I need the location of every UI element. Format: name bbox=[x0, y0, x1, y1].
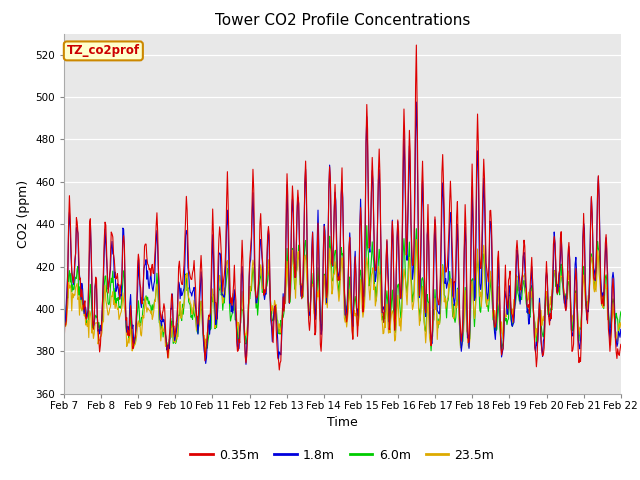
1.8m bbox=[214, 316, 221, 322]
1.8m bbox=[413, 99, 420, 105]
6.0m bbox=[164, 349, 172, 355]
0.35m bbox=[60, 344, 68, 349]
1.8m bbox=[70, 277, 78, 283]
Line: 1.8m: 1.8m bbox=[64, 102, 621, 364]
0.35m bbox=[411, 174, 419, 180]
6.0m bbox=[70, 286, 78, 292]
X-axis label: Time: Time bbox=[327, 416, 358, 429]
6.0m bbox=[214, 301, 222, 307]
Title: Tower CO2 Profile Concentrations: Tower CO2 Profile Concentrations bbox=[214, 13, 470, 28]
Legend: 0.35m, 1.8m, 6.0m, 23.5m: 0.35m, 1.8m, 6.0m, 23.5m bbox=[186, 444, 499, 467]
Line: 6.0m: 6.0m bbox=[64, 226, 621, 352]
23.5m bbox=[413, 237, 420, 242]
23.5m bbox=[411, 272, 419, 277]
6.0m bbox=[60, 324, 68, 329]
1.8m bbox=[60, 325, 68, 331]
6.0m bbox=[127, 327, 135, 333]
1.8m bbox=[242, 361, 250, 367]
0.35m bbox=[127, 316, 135, 322]
23.5m bbox=[60, 320, 68, 325]
1.8m bbox=[184, 264, 192, 270]
0.35m bbox=[428, 336, 436, 341]
0.35m bbox=[70, 272, 78, 277]
0.35m bbox=[275, 367, 283, 373]
1.8m bbox=[617, 326, 625, 332]
6.0m bbox=[617, 309, 625, 315]
6.0m bbox=[185, 299, 193, 305]
Line: 23.5m: 23.5m bbox=[64, 240, 621, 358]
Text: TZ_co2prof: TZ_co2prof bbox=[67, 44, 140, 58]
Line: 0.35m: 0.35m bbox=[64, 45, 621, 370]
23.5m bbox=[214, 287, 222, 293]
23.5m bbox=[185, 295, 193, 300]
6.0m bbox=[428, 337, 436, 343]
0.35m bbox=[214, 291, 221, 297]
1.8m bbox=[428, 341, 436, 347]
0.35m bbox=[617, 341, 625, 347]
23.5m bbox=[127, 339, 135, 345]
6.0m bbox=[412, 240, 419, 246]
Y-axis label: CO2 (ppm): CO2 (ppm) bbox=[17, 180, 29, 248]
23.5m bbox=[428, 336, 436, 342]
6.0m bbox=[363, 223, 371, 228]
23.5m bbox=[70, 291, 78, 297]
1.8m bbox=[127, 310, 135, 316]
23.5m bbox=[164, 355, 172, 361]
23.5m bbox=[617, 320, 625, 325]
0.35m bbox=[413, 42, 420, 48]
1.8m bbox=[411, 199, 419, 204]
0.35m bbox=[184, 240, 192, 245]
